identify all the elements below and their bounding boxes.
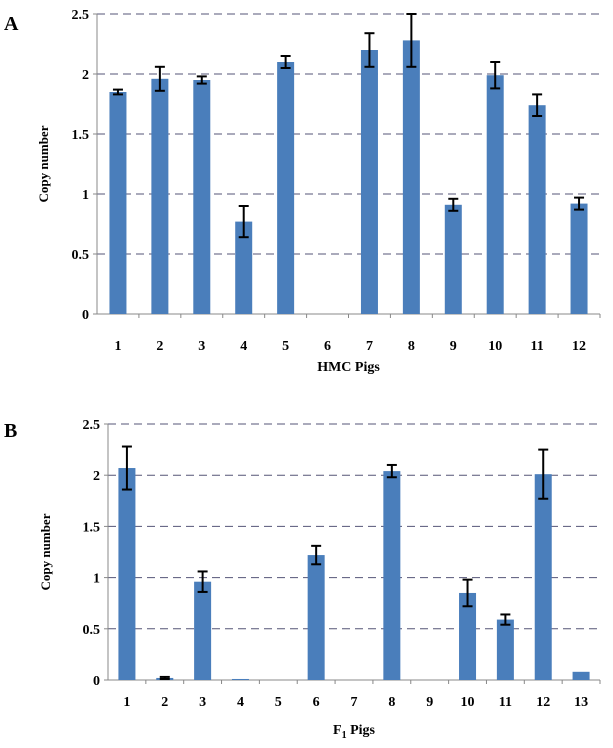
error-bar-1 <box>112 88 123 96</box>
bar-10 <box>459 592 477 680</box>
y-tick-label: 0 <box>82 308 89 323</box>
x-tick-label: 9 <box>450 339 457 354</box>
error-bar-10 <box>462 578 473 608</box>
error-bar-3 <box>196 75 207 85</box>
y-tick-label: 0.5 <box>83 623 101 638</box>
y-tick-label: 1 <box>93 572 100 587</box>
y-tick-label: 2.5 <box>72 8 90 23</box>
y-tick-label: 1.5 <box>83 520 101 535</box>
y-tick-label: 0 <box>93 674 100 689</box>
panel-label-a: A <box>4 13 19 35</box>
bar-11 <box>528 105 546 314</box>
error-bar-2 <box>159 675 170 680</box>
bar-12 <box>570 203 588 314</box>
x-tick-label: 5 <box>282 339 289 354</box>
x-tick-label: 8 <box>408 339 415 354</box>
x-tick-label: 1 <box>123 695 130 710</box>
x-tick-label: 6 <box>324 339 331 354</box>
error-bar-12 <box>538 448 549 500</box>
error-bar-6 <box>311 544 322 566</box>
error-bar-2 <box>154 65 165 92</box>
x-tick-label: 4 <box>240 339 247 354</box>
error-bar-1 <box>121 445 132 491</box>
error-bar-7 <box>364 32 375 68</box>
error-bar-12 <box>574 196 585 211</box>
x-tick-label: 4 <box>237 695 244 710</box>
bar-4 <box>235 221 253 314</box>
bar-6 <box>307 555 325 680</box>
x-tick-label: 7 <box>351 695 358 710</box>
error-bar-10 <box>490 61 501 90</box>
bar-12 <box>534 474 552 680</box>
x-tick-label: 12 <box>536 695 550 710</box>
bar-4 <box>231 678 249 680</box>
y-axis-label: Copy number <box>36 125 51 202</box>
error-bar-5 <box>280 55 291 69</box>
x-tick-label: 11 <box>499 695 512 710</box>
bar-3 <box>194 581 212 680</box>
x-tick-label: 7 <box>366 339 373 354</box>
y-tick-label: 2 <box>82 68 89 83</box>
error-bar-11 <box>532 93 543 117</box>
y-tick-label: 0.5 <box>72 248 90 263</box>
x-tick-label: 13 <box>574 695 588 710</box>
x-tick-label: 11 <box>531 339 544 354</box>
x-tick-label: 2 <box>156 339 163 354</box>
x-tick-label: 3 <box>199 695 206 710</box>
error-bar-9 <box>448 197 459 212</box>
bar-11 <box>496 619 514 680</box>
x-tick-label: 10 <box>488 339 502 354</box>
x-tick-label: 10 <box>461 695 475 710</box>
bar-5 <box>277 62 295 314</box>
error-bar-3 <box>197 570 208 593</box>
y-axis-label: Copy number <box>38 513 53 590</box>
bar-2 <box>151 78 169 314</box>
bar-7 <box>360 50 378 314</box>
panel-label-b: B <box>4 420 17 442</box>
error-bar-11 <box>500 613 511 626</box>
x-axis-label: F1 Pigs <box>333 723 376 741</box>
bar-8 <box>383 471 401 680</box>
y-tick-label: 2.5 <box>83 418 101 433</box>
x-tick-label: 2 <box>161 695 168 710</box>
bar-9 <box>444 204 462 314</box>
error-bar-8 <box>386 463 397 479</box>
x-axis-label: HMC Pigs <box>317 360 380 375</box>
x-tick-label: 9 <box>426 695 433 710</box>
bar-1 <box>109 92 127 314</box>
y-tick-label: 1 <box>82 188 89 203</box>
error-bar-8 <box>406 13 417 68</box>
x-tick-label: 3 <box>198 339 205 354</box>
x-tick-label: 6 <box>313 695 320 710</box>
error-bar-4 <box>238 205 249 239</box>
x-tick-label: 12 <box>572 339 586 354</box>
bar-1 <box>118 468 136 680</box>
bar-13 <box>572 671 590 680</box>
y-tick-label: 2 <box>93 469 100 484</box>
y-tick-label: 1.5 <box>72 128 90 143</box>
x-tick-label: 5 <box>275 695 282 710</box>
bar-3 <box>193 80 211 314</box>
bar-10 <box>486 75 504 314</box>
x-tick-label: 1 <box>114 339 121 354</box>
bar-8 <box>402 40 420 315</box>
x-tick-label: 8 <box>388 695 395 710</box>
